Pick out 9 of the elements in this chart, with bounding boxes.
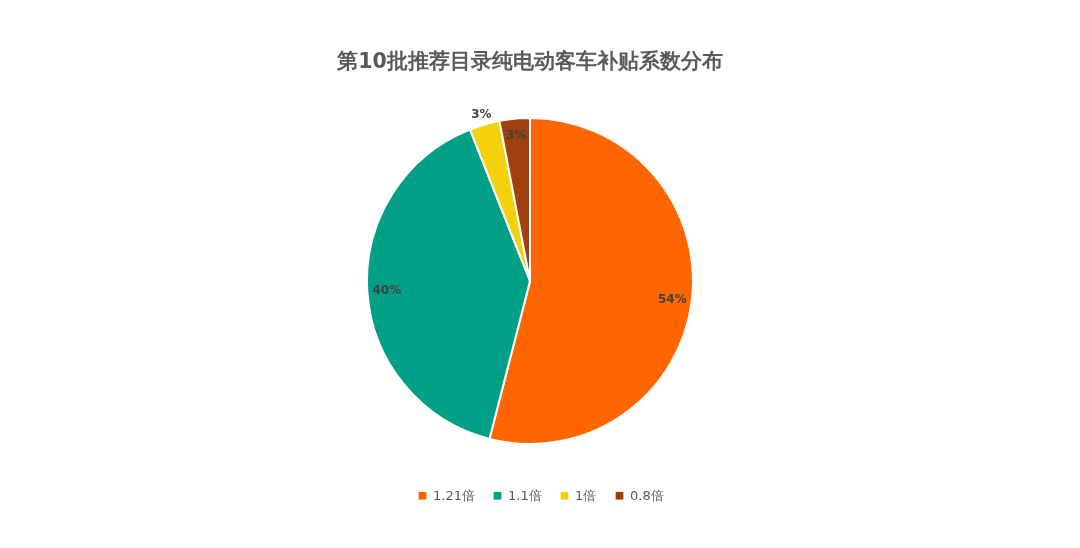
legend-label: 1.21倍 bbox=[433, 487, 475, 503]
legend-label: 1倍 bbox=[575, 487, 597, 503]
legend-label: 0.8倍 bbox=[630, 487, 664, 503]
legend-label: 1.1倍 bbox=[508, 487, 542, 503]
data-label: 40% bbox=[372, 283, 402, 298]
chart-title: 第10批推荐目录纯电动客车补贴系数分布 bbox=[336, 48, 723, 73]
data-label: 3% bbox=[506, 127, 527, 142]
data-label: 3% bbox=[471, 106, 492, 121]
data-label: 54% bbox=[657, 291, 687, 306]
